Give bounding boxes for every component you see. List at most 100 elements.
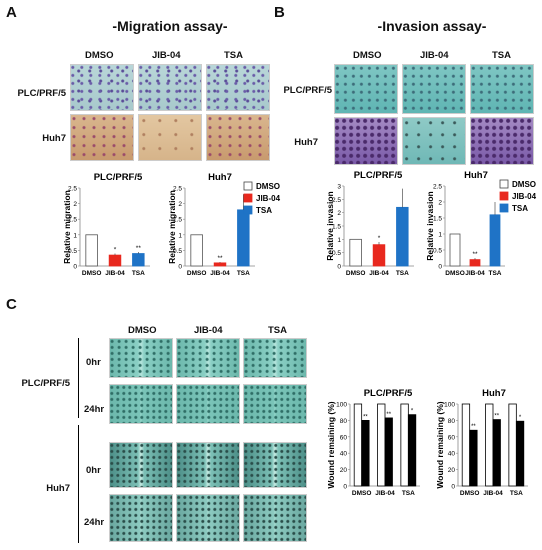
panel-a-letter: A (6, 4, 17, 21)
chart-3-xlabel-1: JIB-04 (465, 270, 485, 277)
c-image-plc-0-dmso (109, 338, 173, 378)
chart-4-ytick-label-3: 60 (340, 434, 348, 441)
chart-0-ytick-label-3: 1.5 (68, 217, 77, 224)
b-legend-label-dmso: DMSO (512, 180, 536, 189)
chart-2-ylabel: Relative invasion (325, 191, 335, 260)
chart-1-title: Huh7 (208, 172, 232, 183)
chart-2-sig-1: * (378, 235, 381, 242)
b-legend-swatch-tsa (499, 203, 509, 213)
chart-0-ylabel: Relative migration (62, 190, 72, 264)
chart-1-ytick-label-1: 0.5 (173, 248, 182, 255)
b-image-plc-jib (402, 64, 466, 114)
chart-5-bar-treat-1 (492, 419, 501, 487)
a-image-huh7-dmso (70, 114, 134, 161)
a-legend-label-tsa: TSA (256, 206, 272, 215)
c-image-plc-24-dmso (109, 384, 173, 424)
chart-3-ytick-label-5: 2.5 (433, 184, 442, 191)
chart-0-sig-2: ** (136, 245, 142, 252)
b-image-huh7-jib (402, 117, 466, 165)
a-legend-swatch-tsa (243, 205, 253, 215)
b-image-plc-tsa (470, 64, 534, 114)
a-row-plc: PLC/PRF/5 (17, 88, 66, 99)
chart-0-bar-0 (85, 234, 98, 267)
chart-3-ytick-label-3: 1.5 (433, 216, 442, 223)
a-image-plc-jib (138, 64, 202, 111)
chart-3-ylabel: Relative invasion (425, 191, 435, 260)
a-col-tsa: TSA (224, 50, 243, 61)
a-image-huh7-tsa (206, 114, 270, 161)
chart-0-xlabel-2: TSA (132, 270, 145, 277)
b-image-huh7-tsa (470, 117, 534, 165)
chart-0-ytick-label-1: 0.5 (68, 248, 77, 255)
chart-5-ytick-label-2: 40 (448, 451, 456, 458)
chart-3-title: Huh7 (464, 170, 488, 181)
c-image-huh7-0-jib (176, 442, 240, 488)
c-time-huh7-24: 24hr (84, 517, 105, 528)
chart-3-ytick-label-2: 1 (438, 232, 442, 239)
chart-2-ytick-label-0: 0 (337, 264, 341, 271)
a-legend-label-dmso: DMSO (256, 182, 280, 191)
chart-5-ytick-label-0: 0 (451, 484, 455, 491)
c-image-huh7-0-dmso (109, 442, 173, 488)
b-col-tsa: TSA (492, 50, 511, 61)
chart-4-title: PLC/PRF/5 (364, 388, 413, 399)
c-col-tsa: TSA (268, 325, 287, 336)
b-image-huh7-dmso (334, 117, 398, 165)
chart-4-ytick-label-5: 100 (336, 402, 347, 409)
b-legend-swatch-jib (499, 191, 509, 201)
chart-3-ytick-label-0: 0 (438, 264, 442, 271)
chart-3-ytick-label-1: 0.5 (433, 248, 442, 255)
a-legend-swatch-jib (243, 193, 253, 203)
chart-0-xlabel-1: JIB-04 (105, 270, 125, 277)
c-time-huh7-0: 0hr (86, 465, 101, 476)
chart-5-ylabel: Wound remaining (%) (435, 401, 445, 488)
chart-3-xlabel-0: DMSO (445, 270, 465, 277)
c-image-plc-0-tsa (243, 338, 307, 378)
chart-1-xlabel-2: TSA (237, 270, 250, 277)
chart-4-bar-treat-0 (361, 419, 370, 487)
chart-4-bar-treat-2 (407, 414, 417, 487)
a-image-plc-tsa (206, 64, 270, 111)
chart-4-sig-1: ** (386, 412, 391, 418)
chart-0-title: PLC/PRF/5 (94, 172, 143, 183)
chart-5-xlabel-0: DMSO (460, 490, 480, 497)
chart-4-xlabel-2: TSA (402, 490, 415, 497)
chart-4-bar-treat-1 (384, 417, 393, 487)
b-col-jib: JIB-04 (420, 50, 449, 61)
c-image-huh7-24-tsa (243, 494, 307, 542)
chart-3-ytick-label-4: 2 (438, 200, 442, 207)
chart-5-sig-0: ** (471, 424, 476, 430)
c-col-jib: JIB-04 (194, 325, 223, 336)
chart-3-bar-1 (469, 259, 481, 267)
chart-5-xlabel-1: JIB-04 (483, 490, 503, 497)
chart-5-bar-ctrl-2 (508, 403, 517, 487)
c-image-huh7-0-tsa (243, 442, 307, 488)
chart-1-ytick-label-5: 2.5 (173, 186, 182, 193)
chart-5-bar-ctrl-0 (461, 403, 471, 487)
chart-5-xlabel-2: TSA (510, 490, 523, 497)
chart-0-xlabel-0: DMSO (82, 270, 102, 277)
c-col-dmso: DMSO (128, 325, 157, 336)
chart-5-ytick-label-1: 20 (448, 467, 456, 474)
c-bracket-plc (78, 338, 79, 418)
chart-5-ytick-label-4: 80 (448, 418, 456, 425)
chart-5-sig-1: ** (494, 414, 499, 420)
c-image-huh7-24-jib (176, 494, 240, 542)
a-row-huh7: Huh7 (42, 133, 66, 144)
chart-1-sig-1: ** (217, 255, 223, 262)
a-col-dmso: DMSO (85, 50, 114, 61)
chart-5-bar-treat-0 (469, 429, 478, 487)
c-row-plc: PLC/PRF/5 (21, 378, 70, 389)
chart-0-bar-1 (108, 254, 122, 267)
chart-4-ytick-label-0: 0 (343, 484, 347, 491)
chart-4-bar-ctrl-2 (400, 403, 409, 487)
chart-4-xlabel-0: DMSO (352, 490, 372, 497)
chart-2-ytick-label-4: 2 (337, 210, 341, 217)
chart-5-ytick-label-3: 60 (448, 434, 456, 441)
chart-1-bar-0 (190, 234, 203, 267)
a-legend-swatch-dmso (243, 181, 253, 191)
chart-5-title: Huh7 (482, 388, 506, 399)
chart-0-ytick-label-5: 2.5 (68, 186, 77, 193)
a-image-huh7-jib (138, 114, 202, 161)
